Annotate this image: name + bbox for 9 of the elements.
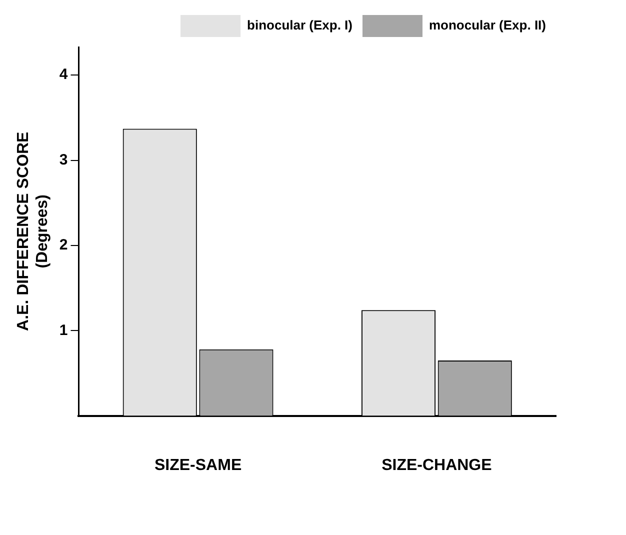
legend-label: monocular (Exp. II) xyxy=(428,18,546,33)
y-tick-label: 4 xyxy=(59,66,68,84)
y-axis-title: A.E. DIFFERENCE SCORE (Degrees) xyxy=(15,132,52,331)
legend-label: binocular (Exp. I) xyxy=(247,18,352,33)
x-tick-label: SIZE-CHANGE xyxy=(382,456,492,474)
y-tick-label: 3 xyxy=(59,151,68,168)
y-tick-label: 2 xyxy=(59,236,68,254)
x-tick-label: SIZE-SAME xyxy=(154,456,242,474)
y-tick-label: 1 xyxy=(59,322,68,339)
